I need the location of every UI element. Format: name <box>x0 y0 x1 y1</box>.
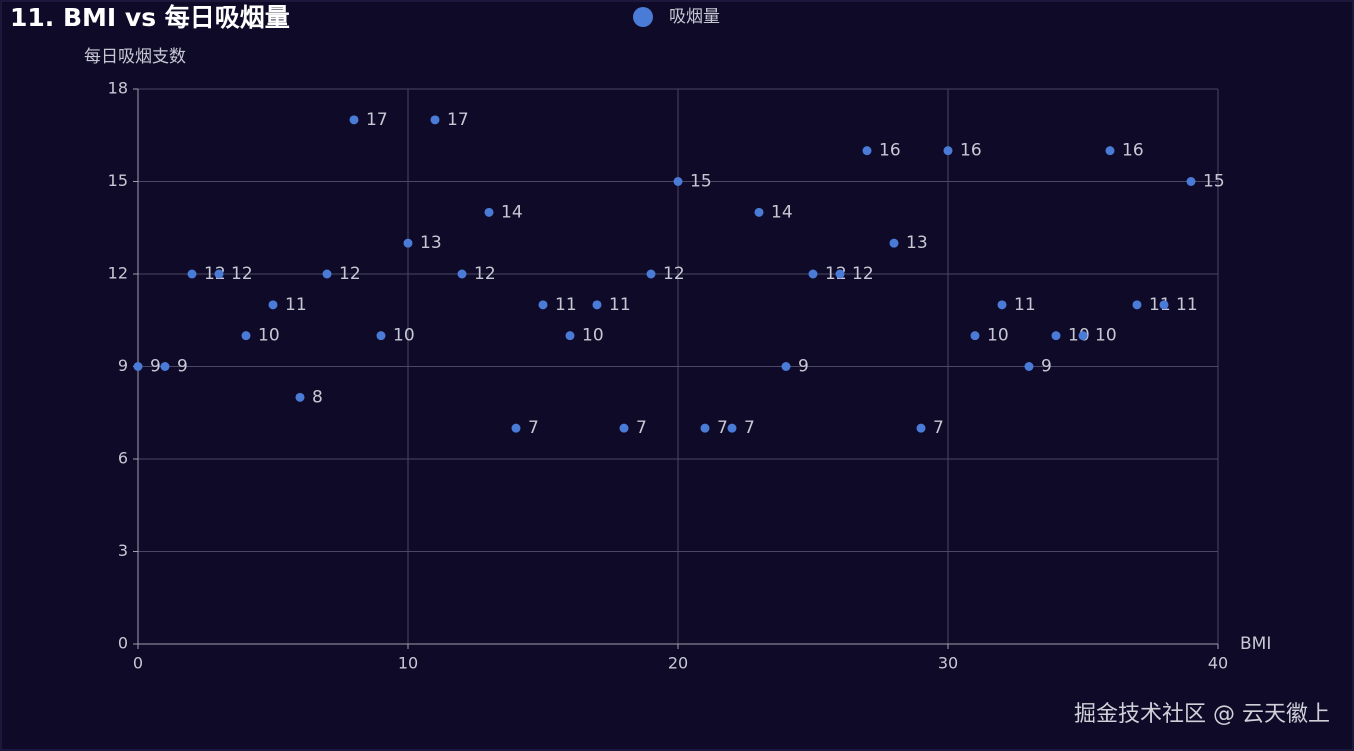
data-label: 10 <box>393 326 415 346</box>
point <box>1078 331 1088 341</box>
watermark: 掘金技术社区 @ 云天徽上 <box>1074 702 1330 727</box>
y-tick-label: 15 <box>108 171 128 190</box>
data-label: 11 <box>609 295 631 315</box>
point <box>1051 331 1061 341</box>
x-axis-label: BMI <box>1240 634 1271 654</box>
point <box>808 269 818 279</box>
point <box>970 331 980 341</box>
point <box>673 177 683 186</box>
point <box>295 392 305 402</box>
point <box>862 146 872 156</box>
chart-title: 11. BMI vs 每日吸烟量 <box>10 3 290 32</box>
data-label: 14 <box>501 202 523 222</box>
point <box>997 300 1007 310</box>
y-tick-label: 12 <box>108 264 128 283</box>
y-tick-label: 3 <box>118 541 128 560</box>
y-tick-label: 9 <box>118 356 128 375</box>
point <box>457 269 467 279</box>
data-label: 10 <box>582 326 604 346</box>
point <box>1024 362 1034 371</box>
point <box>268 300 278 310</box>
y-tick-label: 6 <box>118 449 128 468</box>
point <box>619 423 629 433</box>
data-label: 11 <box>1176 295 1198 315</box>
data-label: 11 <box>1014 295 1036 315</box>
x-tick-label: 10 <box>398 654 418 673</box>
legend-label: 吸烟量 <box>669 7 720 27</box>
y-tick-label: 18 <box>108 79 128 98</box>
point <box>160 362 170 371</box>
data-label: 8 <box>312 387 323 407</box>
point <box>241 331 251 341</box>
data-label: 7 <box>636 418 647 438</box>
x-tick-label: 30 <box>938 654 958 673</box>
data-label: 9 <box>798 357 809 377</box>
point <box>889 238 899 248</box>
point <box>592 300 602 310</box>
point <box>133 362 143 371</box>
x-tick-label: 0 <box>133 654 143 673</box>
point <box>565 331 575 341</box>
data-label: 15 <box>690 172 712 192</box>
data-label: 11 <box>555 295 577 315</box>
data-label: 12 <box>231 264 253 284</box>
point <box>214 269 224 279</box>
data-label: 17 <box>366 110 388 130</box>
data-label: 15 <box>1203 172 1225 192</box>
data-label: 10 <box>1095 326 1117 346</box>
point <box>646 269 656 279</box>
data-label: 10 <box>987 326 1009 346</box>
point <box>1105 146 1115 156</box>
point <box>835 269 845 279</box>
point <box>538 300 548 310</box>
point <box>916 423 926 433</box>
point <box>727 423 737 433</box>
point <box>781 362 791 371</box>
data-label: 7 <box>528 418 539 438</box>
point <box>943 146 953 156</box>
data-label: 9 <box>1041 357 1052 377</box>
data-label: 7 <box>933 418 944 438</box>
legend-marker <box>633 7 653 27</box>
x-tick-label: 20 <box>668 654 688 673</box>
data-label: 13 <box>906 233 928 253</box>
point <box>1159 300 1169 310</box>
data-label: 12 <box>663 264 685 284</box>
point <box>1132 300 1142 310</box>
point <box>754 207 764 217</box>
data-label: 10 <box>258 326 280 346</box>
data-label: 14 <box>771 202 793 222</box>
point <box>511 423 521 433</box>
point <box>376 331 386 341</box>
data-label: 9 <box>150 357 161 377</box>
data-label: 17 <box>447 110 469 130</box>
point <box>349 115 359 125</box>
data-label: 12 <box>339 264 361 284</box>
point <box>484 207 494 217</box>
data-label: 16 <box>1122 141 1144 161</box>
data-label: 16 <box>879 141 901 161</box>
data-label: 12 <box>474 264 496 284</box>
data-label: 12 <box>852 264 874 284</box>
data-label: 11 <box>285 295 307 315</box>
data-label: 7 <box>717 418 728 438</box>
point <box>403 238 413 248</box>
point <box>322 269 332 279</box>
data-label: 16 <box>960 141 982 161</box>
y-axis-label: 每日吸烟支数 <box>84 47 186 67</box>
y-tick-label: 0 <box>118 634 128 653</box>
data-label: 7 <box>744 418 755 438</box>
data-label: 9 <box>177 357 188 377</box>
point <box>700 423 710 433</box>
point <box>430 115 440 125</box>
x-tick-label: 40 <box>1208 654 1228 673</box>
data-label: 13 <box>420 233 442 253</box>
point <box>1186 177 1196 186</box>
point <box>187 269 197 279</box>
